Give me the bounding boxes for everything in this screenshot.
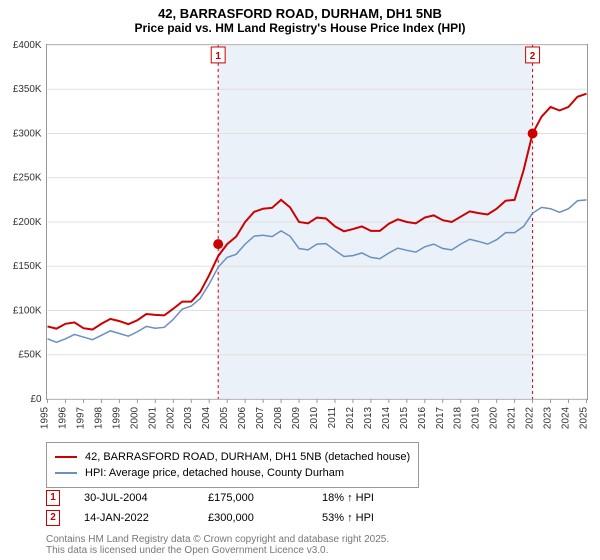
legend-label: HPI: Average price, detached house, Coun… <box>85 465 344 481</box>
legend: 42, BARRASFORD ROAD, DURHAM, DH1 5NB (de… <box>46 442 419 488</box>
svg-text:2006: 2006 <box>237 406 248 429</box>
svg-text:2: 2 <box>530 51 536 62</box>
line-chart: £0£50K£100K£150K£200K£250K£300K£350K£400… <box>46 44 588 400</box>
svg-text:2010: 2010 <box>309 406 320 429</box>
svg-text:2009: 2009 <box>291 406 302 429</box>
event-date: 14-JAN-2022 <box>84 508 184 528</box>
events-table: 1 30-JUL-2004 £175,000 18% ↑ HPI 2 14-JAN-202… <box>46 488 412 528</box>
svg-text:2001: 2001 <box>147 406 158 429</box>
svg-text:£200K: £200K <box>13 217 42 228</box>
svg-text:2018: 2018 <box>453 406 464 429</box>
svg-text:£0: £0 <box>30 394 42 405</box>
svg-text:£250K: £250K <box>13 173 42 184</box>
footer-line2: This data is licensed under the Open Gov… <box>46 545 389 556</box>
svg-text:1996: 1996 <box>57 406 68 429</box>
svg-text:2002: 2002 <box>165 406 176 429</box>
svg-text:2013: 2013 <box>363 406 374 429</box>
footer: Contains HM Land Registry data © Crown c… <box>46 534 389 556</box>
svg-text:1999: 1999 <box>111 406 122 429</box>
svg-text:2023: 2023 <box>543 406 554 429</box>
chart-area: £0£50K£100K£150K£200K£250K£300K£350K£400… <box>46 44 588 420</box>
svg-text:2014: 2014 <box>381 406 392 429</box>
svg-text:2017: 2017 <box>435 406 446 429</box>
legend-swatch <box>55 472 77 474</box>
svg-text:2020: 2020 <box>489 406 500 429</box>
svg-text:2024: 2024 <box>561 406 572 429</box>
legend-item: 42, BARRASFORD ROAD, DURHAM, DH1 5NB (de… <box>55 449 410 465</box>
svg-text:2007: 2007 <box>255 406 266 429</box>
svg-text:1: 1 <box>215 51 221 62</box>
event-marker: 2 <box>46 510 60 526</box>
page-title: 42, BARRASFORD ROAD, DURHAM, DH1 5NB <box>0 6 600 21</box>
svg-text:2000: 2000 <box>129 406 140 429</box>
event-hpi: 53% ↑ HPI <box>322 508 412 528</box>
svg-text:1998: 1998 <box>93 406 104 429</box>
svg-text:1995: 1995 <box>40 406 51 429</box>
event-price: £300,000 <box>208 508 298 528</box>
svg-text:2022: 2022 <box>525 406 536 429</box>
legend-item: HPI: Average price, detached house, Coun… <box>55 465 410 481</box>
svg-text:£150K: £150K <box>13 261 42 272</box>
legend-swatch <box>55 456 77 458</box>
legend-label: 42, BARRASFORD ROAD, DURHAM, DH1 5NB (de… <box>85 449 410 465</box>
svg-text:£350K: £350K <box>13 84 42 95</box>
svg-text:2015: 2015 <box>399 406 410 429</box>
svg-text:2025: 2025 <box>578 406 589 429</box>
page-subtitle: Price paid vs. HM Land Registry's House … <box>0 21 600 35</box>
footer-line1: Contains HM Land Registry data © Crown c… <box>46 534 389 545</box>
event-price: £175,000 <box>208 488 298 508</box>
svg-text:2012: 2012 <box>345 406 356 429</box>
event-marker: 1 <box>46 490 60 506</box>
svg-text:2004: 2004 <box>201 406 212 429</box>
svg-text:£300K: £300K <box>13 128 42 139</box>
svg-text:£400K: £400K <box>13 40 42 51</box>
svg-text:2005: 2005 <box>219 406 230 429</box>
svg-text:2003: 2003 <box>183 406 194 429</box>
event-date: 30-JUL-2004 <box>84 488 184 508</box>
svg-text:2016: 2016 <box>417 406 428 429</box>
svg-text:2008: 2008 <box>273 406 284 429</box>
event-row: 2 14-JAN-2022 £300,000 53% ↑ HPI <box>46 508 412 528</box>
svg-text:1997: 1997 <box>75 406 86 429</box>
event-row: 1 30-JUL-2004 £175,000 18% ↑ HPI <box>46 488 412 508</box>
svg-text:2021: 2021 <box>507 406 518 429</box>
chart-container: { "header": { "title": "42, BARRASFORD R… <box>0 0 600 560</box>
svg-text:2019: 2019 <box>471 406 482 429</box>
svg-text:£50K: £50K <box>18 350 42 361</box>
title-block: 42, BARRASFORD ROAD, DURHAM, DH1 5NB Pri… <box>0 0 600 35</box>
svg-text:2011: 2011 <box>327 406 338 428</box>
svg-text:£100K: £100K <box>13 305 42 316</box>
event-hpi: 18% ↑ HPI <box>322 488 412 508</box>
